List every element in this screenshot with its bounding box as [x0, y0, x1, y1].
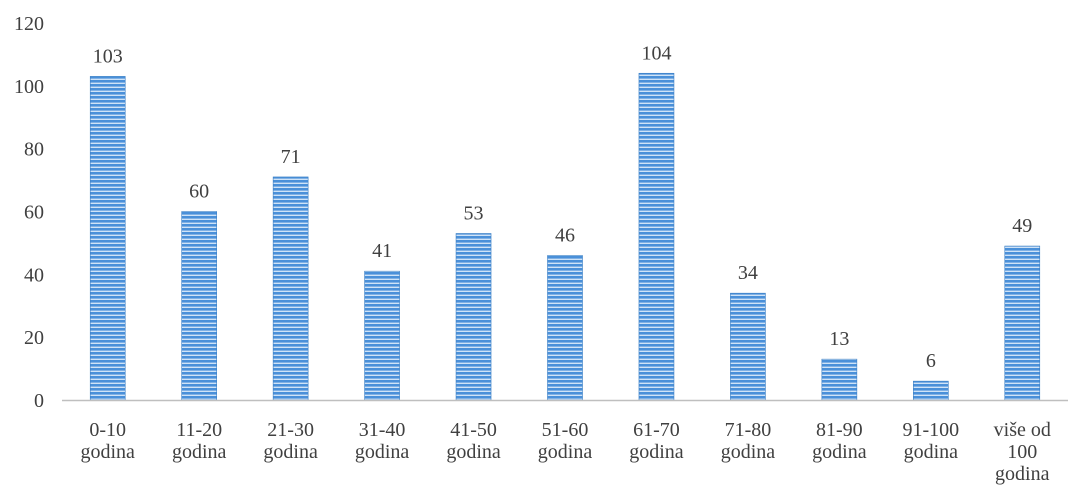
x-tick-label-line: godina: [538, 441, 593, 463]
x-tick-label-line: 11-20: [176, 419, 222, 441]
data-label: 49: [1012, 215, 1032, 237]
x-tick-label: 0-10 godina: [81, 419, 136, 463]
x-tick-label: 81-90 godina: [812, 419, 867, 463]
x-tick-label-line: više od: [994, 419, 1051, 441]
x-tick-label: 61-70 godina: [629, 419, 684, 463]
x-tick-label-line: godina: [721, 441, 776, 463]
bar: [638, 72, 675, 401]
x-tick-label-line: 0-10: [89, 419, 126, 441]
x-tick-label-line: godina: [81, 441, 136, 463]
x-tick-label-line: godina: [355, 441, 410, 463]
y-tick-label: 120: [14, 13, 44, 35]
x-tick-label: više od 100 godina: [994, 419, 1051, 485]
data-label: 103: [93, 45, 123, 67]
x-tick-label: 11-20 godina: [172, 419, 227, 463]
data-labels-group: 103 60 71 41 53 46 104 34 13 6 49: [93, 42, 1033, 372]
x-tick-label-line: godina: [812, 441, 867, 463]
data-label: 104: [641, 42, 671, 64]
x-tick-label-line: 71-80: [725, 419, 772, 441]
bar: [89, 76, 126, 401]
data-label: 6: [926, 350, 936, 372]
x-tick-label: 21-30 godina: [263, 419, 318, 463]
x-tick-label-line: 61-70: [633, 419, 680, 441]
x-tick-label-line: 100: [1007, 441, 1037, 463]
x-tick-label: 71-80 godina: [721, 419, 776, 463]
bar: [913, 380, 949, 401]
y-tick-label: 20: [24, 327, 44, 349]
bar: [547, 255, 583, 401]
y-tick-label: 0: [34, 390, 44, 412]
y-tick-label: 60: [24, 202, 44, 224]
x-tick-label: 41-50 godina: [446, 419, 501, 463]
y-tick-label: 100: [14, 76, 44, 98]
x-tick-label: 31-40 godina: [355, 419, 410, 463]
x-tick-label-line: 41-50: [450, 419, 497, 441]
bar: [821, 358, 858, 401]
data-label: 13: [829, 328, 849, 350]
x-tick-label-line: godina: [995, 463, 1050, 485]
bars-group: [89, 72, 1041, 401]
y-tick-label: 40: [24, 264, 44, 286]
x-tick-label-line: godina: [446, 441, 501, 463]
x-tick-label-line: 91-100: [902, 419, 959, 441]
x-tick-label-line: 21-30: [267, 419, 314, 441]
x-tick-label-line: godina: [172, 441, 227, 463]
data-label: 34: [738, 262, 758, 284]
x-tick-label-line: 31-40: [359, 419, 406, 441]
data-label: 60: [189, 181, 209, 203]
bar: [181, 211, 217, 401]
data-label: 41: [372, 240, 392, 262]
data-label: 53: [464, 202, 484, 224]
x-tick-label: 91-100 godina: [902, 419, 959, 463]
bar: [1004, 245, 1041, 401]
x-tick-label-line: godina: [263, 441, 318, 463]
x-tick-label-line: godina: [629, 441, 684, 463]
bar: [730, 292, 766, 401]
bar: [364, 270, 400, 401]
x-tick-label: 51-60 godina: [538, 419, 593, 463]
y-tick-label: 80: [24, 139, 44, 161]
bar: [455, 233, 492, 401]
x-tick-label-line: godina: [904, 441, 959, 463]
bar: [272, 176, 309, 401]
data-label: 71: [281, 146, 301, 168]
x-tick-label-line: 51-60: [542, 419, 589, 441]
y-axis-ticks: 0 20 40 60 80 100 120: [14, 13, 44, 412]
data-label: 46: [555, 224, 575, 246]
x-tick-label-line: 81-90: [816, 419, 863, 441]
